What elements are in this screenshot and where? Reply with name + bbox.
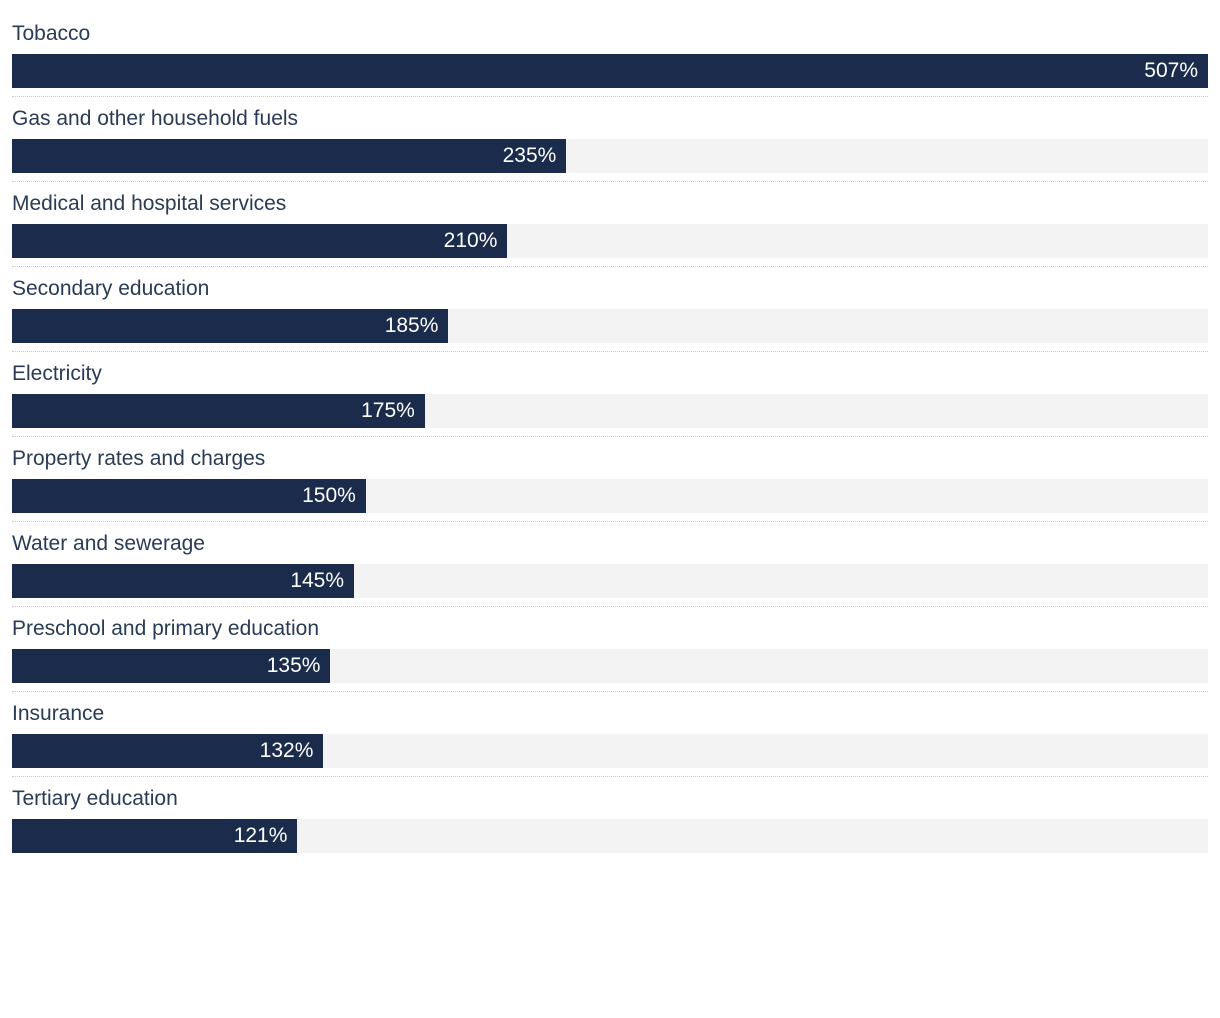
bar-fill: 145% (12, 564, 354, 598)
bar-fill: 235% (12, 139, 566, 173)
bar-label: Insurance (12, 692, 1208, 726)
bar-track: 210% (12, 224, 1208, 258)
bar-label: Medical and hospital services (12, 182, 1208, 216)
bar-fill: 507% (12, 54, 1208, 88)
bar-value: 135% (267, 654, 321, 678)
bar-fill: 185% (12, 309, 448, 343)
bar-fill: 121% (12, 819, 297, 853)
bar-value: 210% (444, 229, 498, 253)
bar-fill: 210% (12, 224, 507, 258)
bar-row: Medical and hospital services 210% (12, 182, 1208, 267)
bar-fill: 132% (12, 734, 323, 768)
bar-track: 150% (12, 479, 1208, 513)
bar-track: 507% (12, 54, 1208, 88)
bar-label: Tobacco (12, 12, 1208, 46)
bar-label: Gas and other household fuels (12, 97, 1208, 131)
bar-chart: Tobacco 507% Gas and other household fuels… (12, 12, 1208, 861)
bar-row: Insurance 132% (12, 692, 1208, 777)
bar-label: Electricity (12, 352, 1208, 386)
bar-row: Tertiary education 121% (12, 777, 1208, 861)
bar-value: 121% (234, 824, 288, 848)
bar-row: Water and sewerage 145% (12, 522, 1208, 607)
bar-label: Tertiary education (12, 777, 1208, 811)
bar-row: Preschool and primary education 135% (12, 607, 1208, 692)
bar-label: Preschool and primary education (12, 607, 1208, 641)
bar-row: Gas and other household fuels 235% (12, 97, 1208, 182)
bar-value: 175% (361, 399, 415, 423)
bar-fill: 150% (12, 479, 366, 513)
bar-track: 132% (12, 734, 1208, 768)
bar-track: 175% (12, 394, 1208, 428)
bar-row: Property rates and charges 150% (12, 437, 1208, 522)
bar-label: Water and sewerage (12, 522, 1208, 556)
bar-value: 150% (302, 484, 356, 508)
bar-row: Electricity 175% (12, 352, 1208, 437)
bar-value: 145% (290, 569, 344, 593)
bar-value: 185% (385, 314, 439, 338)
bar-track: 145% (12, 564, 1208, 598)
bar-value: 507% (1144, 59, 1198, 83)
bar-fill: 175% (12, 394, 425, 428)
bar-track: 185% (12, 309, 1208, 343)
bar-label: Property rates and charges (12, 437, 1208, 471)
bar-track: 235% (12, 139, 1208, 173)
bar-row: Tobacco 507% (12, 12, 1208, 97)
bar-row: Secondary education 185% (12, 267, 1208, 352)
bar-label: Secondary education (12, 267, 1208, 301)
bar-value: 235% (503, 144, 557, 168)
bar-value: 132% (260, 739, 314, 763)
bar-track: 135% (12, 649, 1208, 683)
bar-fill: 135% (12, 649, 330, 683)
bar-track: 121% (12, 819, 1208, 853)
